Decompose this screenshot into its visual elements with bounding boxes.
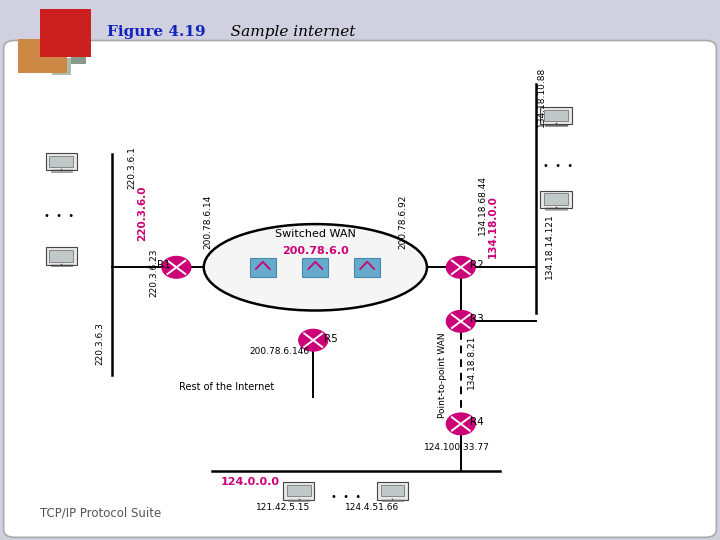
Text: 220.3.6.0: 220.3.6.0 — [137, 186, 147, 241]
FancyBboxPatch shape — [4, 40, 716, 537]
Text: R3: R3 — [470, 314, 484, 323]
FancyBboxPatch shape — [354, 258, 380, 277]
Text: 200.78.6.0: 200.78.6.0 — [282, 246, 348, 256]
FancyBboxPatch shape — [250, 258, 276, 277]
FancyBboxPatch shape — [50, 250, 73, 261]
FancyBboxPatch shape — [381, 485, 404, 496]
Text: 220.3.6.1: 220.3.6.1 — [127, 146, 136, 189]
FancyBboxPatch shape — [45, 153, 77, 170]
FancyBboxPatch shape — [52, 58, 71, 75]
FancyBboxPatch shape — [18, 39, 67, 73]
Text: Switched WAN: Switched WAN — [275, 229, 356, 239]
FancyBboxPatch shape — [45, 247, 77, 265]
Text: •  •  •: • • • — [44, 211, 74, 221]
Text: •  •  •: • • • — [543, 161, 573, 171]
Circle shape — [446, 413, 475, 435]
FancyBboxPatch shape — [302, 258, 328, 277]
Text: 200.78.6.92: 200.78.6.92 — [399, 194, 408, 248]
Circle shape — [299, 329, 328, 351]
Text: 220.3.6.3: 220.3.6.3 — [95, 322, 104, 366]
FancyBboxPatch shape — [287, 485, 310, 496]
FancyBboxPatch shape — [544, 110, 567, 121]
Text: Rest of the Internet: Rest of the Internet — [179, 382, 274, 392]
Text: 200.78.6.14: 200.78.6.14 — [203, 194, 212, 248]
Text: R5: R5 — [324, 334, 338, 344]
Circle shape — [446, 256, 475, 278]
Text: 134.18.10.88: 134.18.10.88 — [537, 67, 546, 127]
Text: 200.78.6.146: 200.78.6.146 — [249, 347, 310, 355]
Text: R2: R2 — [470, 260, 484, 269]
Text: 124.4.51.66: 124.4.51.66 — [345, 503, 400, 512]
FancyBboxPatch shape — [283, 482, 315, 500]
FancyBboxPatch shape — [50, 156, 73, 167]
FancyBboxPatch shape — [544, 193, 567, 205]
Text: Sample internet: Sample internet — [216, 25, 356, 39]
Text: Figure 4.19: Figure 4.19 — [107, 25, 205, 39]
FancyBboxPatch shape — [377, 482, 408, 500]
Ellipse shape — [204, 224, 427, 310]
Text: •  •  •: • • • — [330, 492, 361, 502]
Text: R1: R1 — [157, 260, 171, 269]
FancyBboxPatch shape — [540, 107, 572, 124]
Text: R4: R4 — [470, 417, 484, 427]
Text: 121.42.5.15: 121.42.5.15 — [256, 503, 310, 512]
FancyBboxPatch shape — [40, 9, 91, 57]
FancyBboxPatch shape — [71, 43, 86, 64]
Text: Point-to-point WAN: Point-to-point WAN — [438, 333, 446, 418]
Text: 124.100.33.77: 124.100.33.77 — [423, 443, 490, 451]
FancyBboxPatch shape — [540, 191, 572, 208]
Text: TCP/IP Protocol Suite: TCP/IP Protocol Suite — [40, 507, 161, 519]
Text: 134.18.8.21: 134.18.8.21 — [467, 335, 476, 389]
Text: 124.0.0.0: 124.0.0.0 — [221, 477, 280, 487]
Text: 134.18.0.0: 134.18.0.0 — [488, 195, 498, 258]
Text: 134.18.68.44: 134.18.68.44 — [478, 175, 487, 235]
Circle shape — [446, 310, 475, 332]
Text: 134.18.14.121: 134.18.14.121 — [545, 213, 554, 279]
Text: 220.3.6.23: 220.3.6.23 — [149, 248, 158, 297]
Circle shape — [162, 256, 191, 278]
